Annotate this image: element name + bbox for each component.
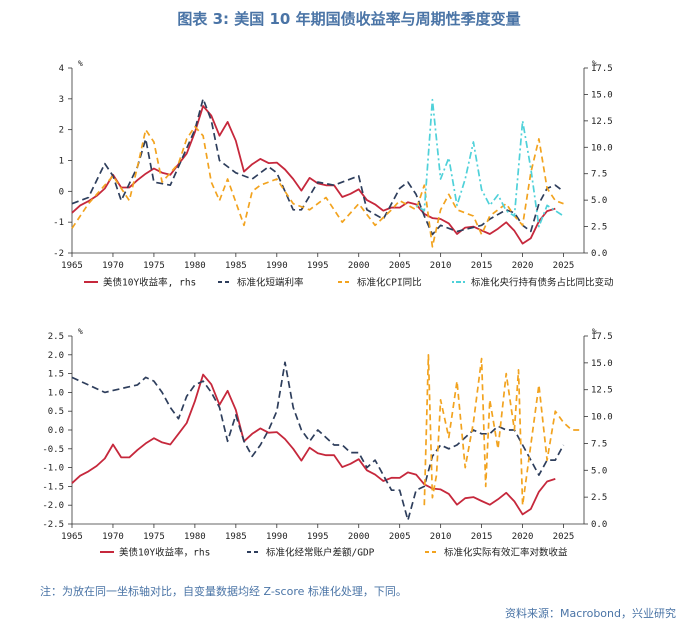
series-line-orange [71, 125, 564, 248]
x-tick-label: 2025 [553, 261, 575, 271]
left-tick-label: 1.0 [48, 388, 64, 398]
right-tick-label: 0.0 [591, 249, 607, 259]
left-tick-label: -2 [53, 249, 64, 259]
right-tick-label: 2.5 [591, 223, 607, 233]
left-tick-label: 2.0 [48, 351, 64, 361]
series-line-blue [71, 97, 565, 236]
x-tick-label: 2015 [471, 532, 493, 542]
right-tick-label: 17.5 [591, 64, 613, 74]
left-tick-label: -2.5 [42, 520, 64, 530]
legend-label: 美债10Y收益率，rhs [119, 547, 210, 559]
legend-label: 标准化CPI同比 [357, 277, 422, 289]
x-tick-label: 1975 [143, 261, 165, 271]
x-tick-label: 1975 [143, 532, 165, 542]
x-tick-label: 1965 [61, 532, 83, 542]
left-tick-label: -1 [53, 218, 64, 228]
left-tick-label: 2 [59, 126, 64, 136]
right-tick-label: 15.0 [591, 359, 613, 369]
chart-panel-bottom: % % 2.5 2.0 1.5 1.0 0.5 0.0 -0.5 -1.0 -1.5 -2.0 -2.5… [42, 327, 612, 559]
left-tick-label: -2.0 [42, 501, 64, 511]
right-tick-label: 7.5 [591, 170, 607, 180]
right-tick-label: 10.0 [591, 143, 613, 153]
x-tick-label: 1980 [184, 532, 206, 542]
right-tick-label: 12.5 [591, 117, 613, 127]
left-tick-label: -1.0 [42, 464, 64, 474]
legend-label: 标准化经常账户差额/GDP [266, 547, 375, 559]
x-tick-label: 2010 [430, 532, 452, 542]
left-axis-unit: % [78, 59, 83, 68]
right-tick-label: 15.0 [591, 90, 613, 100]
left-tick-label: 0.0 [48, 426, 64, 436]
right-tick-label: 0.0 [591, 520, 607, 530]
series-line-red [71, 105, 556, 245]
legend-label: 标准化短端利率 [237, 277, 304, 289]
x-tick-label: 2000 [348, 261, 370, 271]
chart-panel-top: % % 4 3 2 1 0 -1 -2 17.5 15.0 12.5 10.0 7.5 5.0 2.5 0.0 1… [53, 59, 613, 289]
left-tick-label: 1.5 [48, 370, 64, 380]
x-tick-label: 2025 [553, 532, 575, 542]
right-axis-unit: % [592, 59, 597, 68]
right-tick-label: 5.0 [591, 466, 607, 476]
x-tick-label: 1980 [184, 261, 206, 271]
x-tick-label: 1965 [61, 261, 83, 271]
legend-label: 美债10Y收益率, rhs [103, 277, 196, 289]
page-title: 图表 3: 美国 10 年期国债收益率与周期性季度变量 [177, 10, 521, 28]
right-tick-label: 12.5 [591, 386, 613, 396]
x-tick-label: 2010 [430, 261, 452, 271]
left-axis-unit: % [78, 327, 83, 336]
x-tick-label: 2015 [471, 261, 493, 271]
series-line-orange [423, 353, 580, 507]
legend-label: 标准化实际有效汇率对数收益 [444, 547, 568, 559]
x-tick-label: 1985 [225, 532, 247, 542]
right-axis-unit: % [592, 327, 597, 336]
left-tick-label: 3 [59, 95, 64, 105]
left-tick-label: 1 [59, 157, 64, 167]
left-tick-label: -0.5 [42, 445, 64, 455]
left-tick-label: 2.5 [48, 332, 64, 342]
left-tick-label: 0 [59, 187, 64, 197]
x-tick-label: 2005 [389, 261, 411, 271]
footnote: 注：为放在同一坐标轴对比，自变量数据均经 Z-score 标准化处理，下同。 [40, 585, 407, 598]
x-tick-label: 2020 [512, 532, 534, 542]
x-tick-label: 1970 [102, 261, 124, 271]
series-line-red [71, 373, 556, 516]
series-line-cyan [415, 98, 564, 228]
left-tick-label: 0.5 [48, 407, 64, 417]
right-tick-label: 2.5 [591, 493, 607, 503]
x-tick-label: 2020 [512, 261, 534, 271]
x-tick-label: 1995 [307, 532, 329, 542]
right-tick-label: 5.0 [591, 196, 607, 206]
source-note: 资料来源：Macrobond，兴业研究 [505, 607, 676, 620]
x-tick-label: 1995 [307, 261, 329, 271]
x-tick-label: 1990 [266, 261, 288, 271]
x-tick-label: 1990 [266, 532, 288, 542]
right-tick-label: 17.5 [591, 332, 613, 342]
x-tick-label: 1985 [225, 261, 247, 271]
right-tick-label: 10.0 [591, 413, 613, 423]
left-tick-label: 4 [59, 64, 64, 74]
x-tick-label: 2005 [389, 532, 411, 542]
left-tick-label: -1.5 [42, 482, 64, 492]
x-tick-label: 1970 [102, 532, 124, 542]
series-line-blue [71, 361, 565, 522]
right-tick-label: 7.5 [591, 439, 607, 449]
x-tick-label: 2000 [348, 532, 370, 542]
legend-label: 标准化央行持有债务占比同比变动 [471, 277, 614, 289]
